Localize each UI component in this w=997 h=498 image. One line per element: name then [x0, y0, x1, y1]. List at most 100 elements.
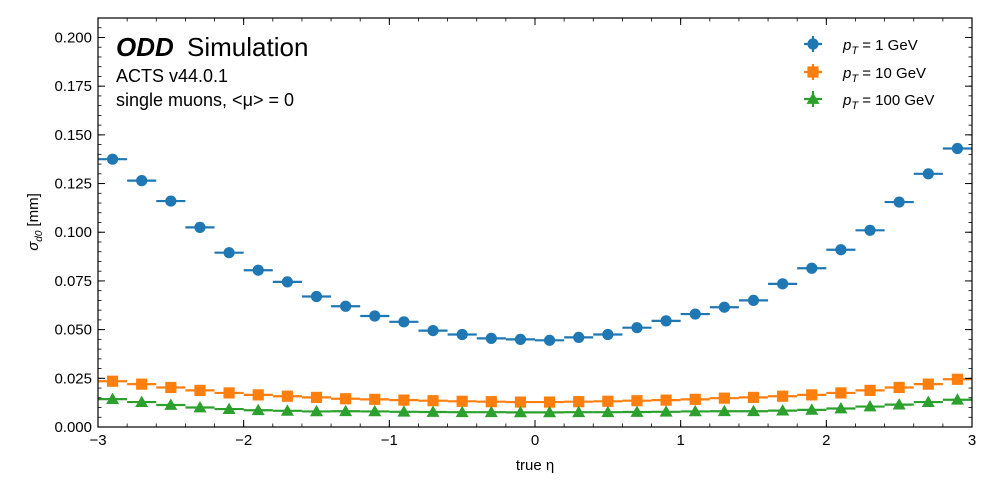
data-point — [136, 175, 148, 187]
data-point — [456, 395, 468, 407]
legend-label-sub: T — [851, 100, 859, 112]
data-point — [543, 334, 556, 346]
series-3 — [98, 392, 972, 418]
data-point — [398, 316, 410, 328]
data-point — [222, 402, 236, 414]
legend-marker — [807, 38, 819, 50]
y-tick-label: 0.025 — [54, 370, 92, 387]
y-tick-label: 0.150 — [54, 127, 92, 144]
data-point — [660, 394, 672, 406]
data-point — [718, 301, 730, 313]
data-point — [602, 395, 614, 407]
data-point — [165, 381, 177, 394]
data-point — [777, 390, 789, 402]
legend-label: pT = 10 GeV — [842, 65, 926, 85]
data-point — [718, 392, 730, 404]
annotation-sample: single muons, <μ> = 0 — [116, 90, 294, 110]
y-axis-label-sub: d0 — [34, 230, 45, 242]
legend-label-rest: = 10 GeV — [858, 65, 926, 82]
x-axis-label: true η — [516, 457, 554, 474]
data-point — [280, 404, 294, 416]
data-point — [747, 404, 760, 417]
annotation-brand-suffix: Simulation — [187, 32, 308, 62]
y-tick-label: 0.075 — [54, 273, 92, 290]
data-point — [281, 390, 293, 402]
data-point — [864, 224, 876, 236]
data-point — [835, 244, 847, 256]
y-tick-label: 0.200 — [54, 29, 92, 46]
x-axis-label-text: true η — [516, 457, 554, 474]
data-point — [455, 405, 469, 418]
legend-label-p: p — [842, 37, 851, 54]
x-tick-label: −3 — [89, 432, 106, 449]
x-tick-label: 1 — [676, 432, 684, 449]
data-point — [252, 389, 264, 401]
data-point — [573, 396, 585, 408]
plot-frame — [97, 17, 973, 428]
series-1 — [98, 142, 972, 346]
data-point — [281, 276, 293, 288]
data-point — [340, 393, 352, 405]
data-point — [805, 403, 819, 415]
data-point — [717, 404, 731, 417]
data-point — [369, 310, 381, 322]
data-point — [951, 373, 964, 385]
data-point — [864, 384, 876, 396]
data-point — [573, 331, 585, 344]
legend-item: pT = 100 GeV — [804, 91, 934, 112]
data-point — [310, 404, 323, 417]
data-point — [513, 405, 527, 418]
data-point — [514, 396, 527, 408]
data-point — [922, 378, 934, 390]
legend-label-p: p — [842, 65, 851, 82]
data-point — [660, 315, 672, 327]
data-point — [922, 168, 934, 180]
data-point — [310, 391, 323, 403]
data-point — [689, 393, 701, 405]
annotation-brand: ODD — [116, 32, 174, 62]
y-axis-label-unit: [mm] — [25, 193, 42, 226]
series-2 — [98, 373, 972, 408]
data-point — [951, 142, 964, 155]
x-tick-label: −1 — [381, 432, 398, 449]
data-point — [514, 333, 527, 345]
data-point — [601, 405, 615, 418]
data-point — [252, 264, 264, 276]
data-point — [688, 404, 702, 417]
data-point — [893, 381, 905, 394]
y-tick-label: 0.100 — [54, 224, 92, 241]
data-point — [251, 403, 265, 416]
data-point — [456, 328, 468, 341]
data-point — [863, 400, 877, 412]
data-point — [572, 405, 586, 418]
data-point — [310, 290, 323, 303]
data-point — [543, 396, 556, 408]
data-point — [630, 405, 644, 417]
legend-label-rest: = 100 GeV — [858, 92, 934, 109]
y-tick-label: 0.050 — [54, 322, 92, 339]
data-point — [835, 387, 847, 399]
data-point — [397, 405, 411, 417]
data-point — [485, 396, 497, 408]
data-point — [806, 389, 818, 401]
data-point — [106, 375, 119, 387]
legend-label: pT = 100 GeV — [842, 92, 934, 112]
data-point — [135, 395, 149, 407]
data-point — [194, 221, 206, 233]
data-point — [631, 395, 643, 407]
legend-marker — [806, 92, 820, 104]
data-point — [631, 322, 643, 334]
data-point — [136, 378, 148, 390]
data-point — [776, 404, 790, 416]
x-tick-label: −2 — [235, 432, 252, 449]
annotation-title: ODD Simulation — [116, 32, 308, 62]
data-point — [921, 395, 935, 407]
data-point — [194, 384, 206, 396]
annotation: ODD Simulation ACTS v44.0.1 single muons… — [116, 32, 308, 110]
legend-label-rest: = 1 GeV — [858, 37, 918, 54]
x-tick-label: 3 — [968, 432, 976, 449]
legend-label-sub: T — [851, 73, 859, 85]
data-point — [427, 324, 439, 337]
y-tick-label: 0.175 — [54, 78, 92, 95]
